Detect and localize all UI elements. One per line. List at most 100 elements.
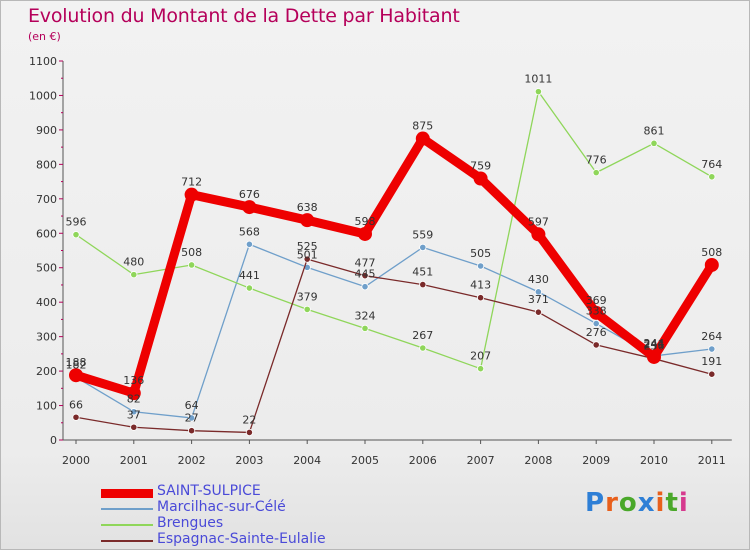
data-label-0: 136 <box>123 374 144 387</box>
data-label-2: 508 <box>181 246 202 259</box>
legend-label: SAINT-SULPICE <box>157 483 261 499</box>
y-tick-label: 1100 <box>29 55 57 68</box>
data-point-2 <box>130 271 138 279</box>
data-label-0: 676 <box>239 188 260 201</box>
data-label-1: 430 <box>528 273 549 286</box>
data-point-3 <box>130 423 138 431</box>
data-point-2 <box>303 305 311 314</box>
data-label-1: 338 <box>586 305 607 318</box>
y-tick-label: 700 <box>36 193 57 206</box>
x-tick-label: 2001 <box>120 454 148 467</box>
y-tick-label: 500 <box>36 262 57 275</box>
data-label-1: 568 <box>239 225 260 238</box>
data-point-0 <box>589 305 604 320</box>
y-tick-label: 1000 <box>29 89 57 102</box>
data-point-3 <box>708 370 716 378</box>
x-tick-label: 2005 <box>351 454 379 467</box>
data-point-0 <box>704 257 719 272</box>
data-point-0 <box>415 131 430 146</box>
data-label-2: 480 <box>123 256 144 269</box>
data-label-0: 875 <box>412 120 433 133</box>
data-point-2 <box>650 139 658 147</box>
x-tick-label: 2008 <box>524 454 552 467</box>
data-label-2: 267 <box>412 329 433 342</box>
data-label-1: 82 <box>127 393 141 406</box>
series-line-1 <box>75 243 713 419</box>
data-label-2: 1011 <box>524 73 552 86</box>
data-point-2 <box>188 261 196 269</box>
data-point-1 <box>476 262 485 270</box>
data-label-2: 207 <box>470 350 491 363</box>
data-point-3 <box>361 272 369 280</box>
x-tick-label: 2010 <box>640 454 668 467</box>
data-point-3 <box>592 341 600 349</box>
data-label-1: 182 <box>66 358 87 371</box>
x-tick-label: 2004 <box>293 454 321 467</box>
series-line-2 <box>75 91 713 370</box>
data-label-2: 776 <box>586 154 607 167</box>
y-tick-label: 0 <box>50 434 57 447</box>
data-label-2: 441 <box>239 269 260 282</box>
data-label-1: 505 <box>470 247 491 260</box>
data-label-0: 508 <box>701 246 722 259</box>
y-tick-label: 200 <box>36 365 57 378</box>
data-point-0 <box>69 368 83 383</box>
y-tick-label: 100 <box>36 400 57 413</box>
data-point-3 <box>72 413 80 421</box>
data-point-1 <box>361 283 369 291</box>
x-tick-label: 2007 <box>467 454 495 467</box>
data-label-0: 598 <box>355 215 376 228</box>
x-tick-label: 2003 <box>235 454 263 467</box>
data-point-2 <box>534 88 543 96</box>
data-point-0 <box>473 171 488 186</box>
data-label-3: 37 <box>127 408 141 421</box>
data-point-1 <box>245 240 253 248</box>
series-line-3 <box>75 258 713 434</box>
data-label-3: 236 <box>644 340 665 353</box>
x-tick-label: 2002 <box>178 454 206 467</box>
data-label-0: 597 <box>528 215 549 228</box>
data-point-0 <box>242 200 257 215</box>
data-point-1 <box>708 345 716 353</box>
series-line-0 <box>71 134 717 398</box>
x-tick-label: 2011 <box>698 454 726 467</box>
x-tick-label: 2006 <box>409 454 437 467</box>
data-label-3: 276 <box>586 326 607 339</box>
legend-swatch <box>101 508 153 510</box>
data-label-3: 191 <box>701 355 722 368</box>
data-point-3 <box>245 428 253 437</box>
data-label-0: 759 <box>470 159 491 172</box>
legend-label: Brengues <box>157 515 224 531</box>
data-point-3 <box>419 281 427 289</box>
data-point-2 <box>592 169 600 177</box>
data-label-1: 264 <box>701 330 722 343</box>
data-label-2: 324 <box>355 309 376 322</box>
legend-label: Marcilhac-sur-Célé <box>157 499 286 515</box>
data-label-1: 244 <box>644 337 665 350</box>
data-point-0 <box>358 226 372 241</box>
data-point-1 <box>419 243 427 251</box>
data-point-0 <box>300 213 315 228</box>
legend-label: Espagnac-Sainte-Eulalie <box>157 531 326 547</box>
proxiti-logo: Proxiti <box>585 488 689 518</box>
data-label-3: 22 <box>242 413 256 426</box>
data-point-2 <box>419 344 427 352</box>
data-label-1: 501 <box>297 248 318 261</box>
legend-swatch <box>101 488 153 498</box>
data-label-1: 559 <box>412 228 433 241</box>
data-point-2 <box>72 231 80 239</box>
data-label-2: 861 <box>644 124 665 137</box>
data-label-3: 413 <box>470 279 491 292</box>
data-point-3 <box>188 427 196 435</box>
data-label-3: 27 <box>185 412 199 425</box>
data-label-0: 712 <box>181 176 202 189</box>
data-point-2 <box>245 284 253 292</box>
data-point-3 <box>303 255 311 263</box>
data-label-0: 241 <box>644 338 665 351</box>
data-point-1 <box>188 414 196 422</box>
legend-swatch <box>101 524 153 526</box>
y-tick-label: 800 <box>36 158 57 171</box>
x-tick-label: 2000 <box>62 454 90 467</box>
